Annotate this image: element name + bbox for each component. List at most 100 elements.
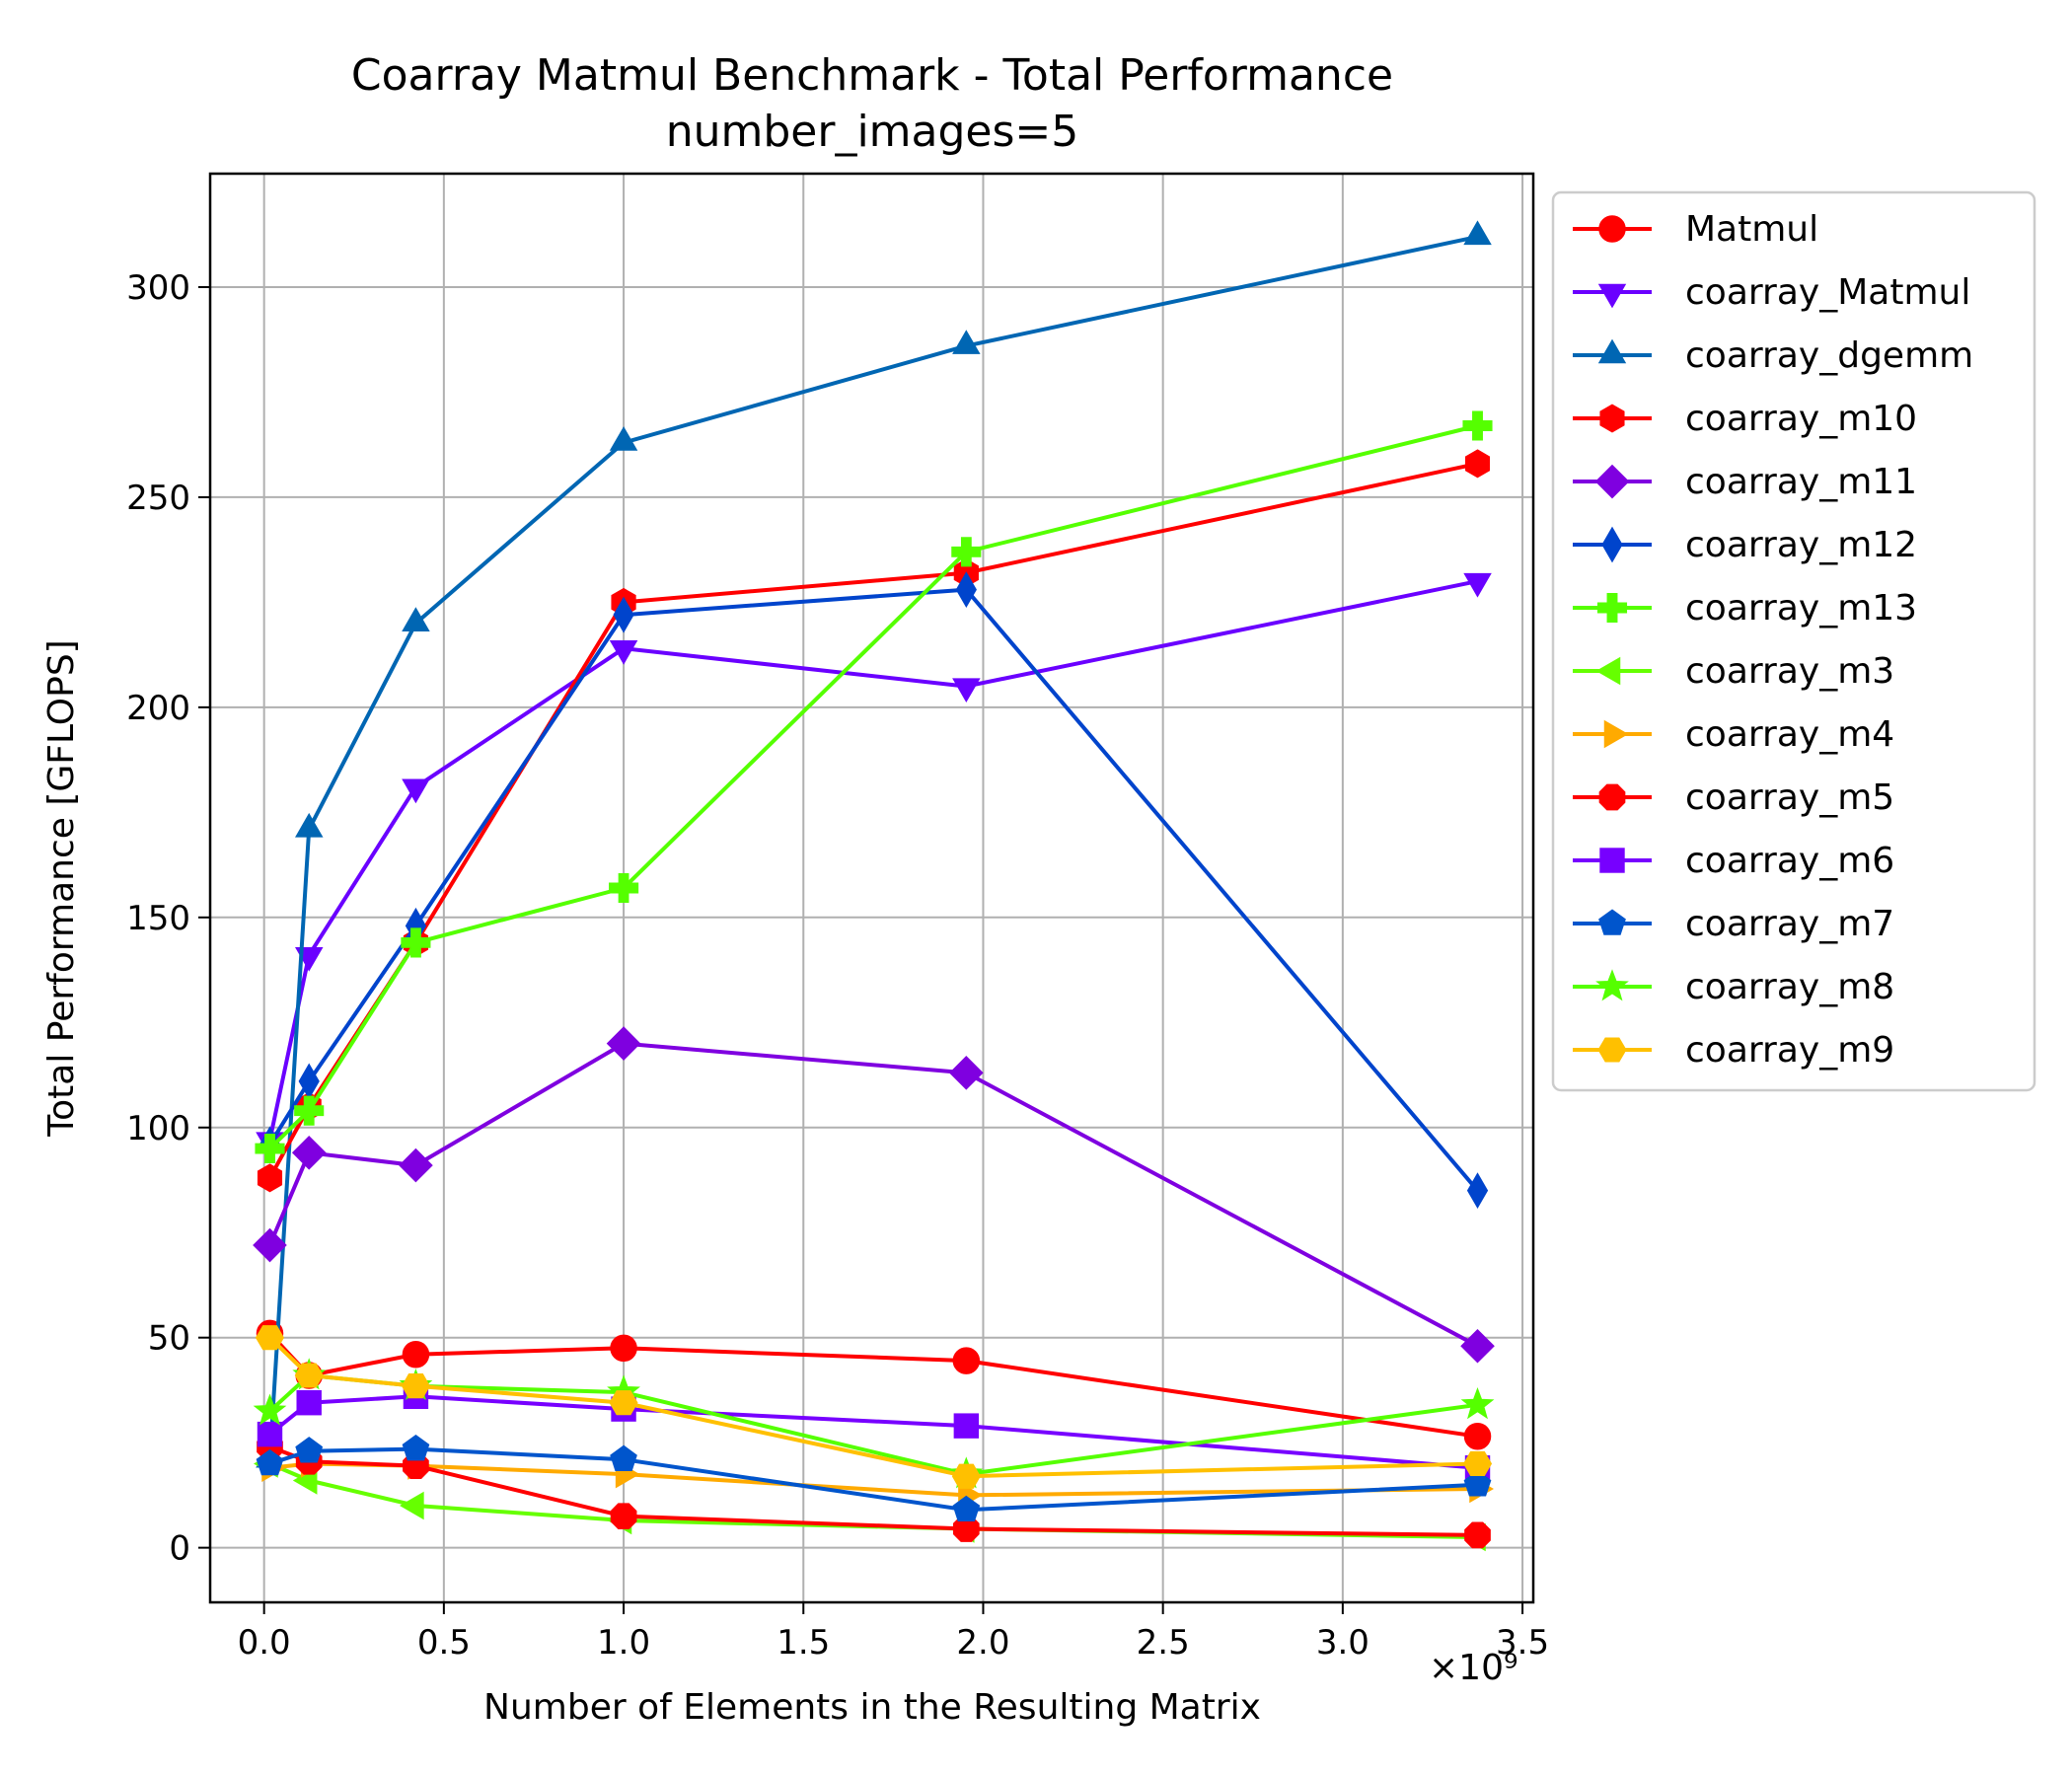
- legend-entry-coarray_m13: coarray_m13: [1573, 588, 1917, 629]
- legend-marker: [1599, 848, 1625, 873]
- legend-frame: [1551, 190, 2036, 1092]
- chart-subtitle: number_images=5: [666, 107, 1079, 157]
- legend-marker: [1601, 526, 1623, 563]
- x-tick-label: 0.5: [417, 1623, 471, 1663]
- data-point-coarray_m7: [295, 1437, 324, 1463]
- y-tick-label: 0: [169, 1529, 190, 1569]
- legend-entry-coarray_m7: coarray_m7: [1573, 904, 1894, 944]
- legend-marker: [1598, 783, 1626, 811]
- legend-entry-coarray_m6: coarray_m6: [1573, 841, 1894, 881]
- series-line-coarray_dgemm: [267, 234, 1478, 1460]
- x-tick-label: 2.0: [956, 1623, 1009, 1663]
- legend-label: coarray_m10: [1685, 399, 1917, 439]
- legend-entry-coarray_m10: coarray_m10: [1573, 399, 1917, 439]
- legend-label: coarray_m9: [1685, 1030, 1894, 1071]
- legend-entry-coarray_m3: coarray_m3: [1573, 651, 1894, 692]
- chart-title: Coarray Matmul Benchmark - Total Perform…: [351, 50, 1393, 101]
- data-point-coarray_m6: [257, 1421, 283, 1447]
- x-tick-label: 1.0: [597, 1623, 650, 1663]
- legend-label: coarray_m13: [1685, 588, 1917, 629]
- data-point-coarray_m9: [1463, 1450, 1493, 1477]
- x-tick-label: 3.0: [1316, 1623, 1369, 1663]
- series-coarray_m9: [255, 1325, 1493, 1489]
- series-coarray_m7: [256, 1434, 1492, 1522]
- legend-label: coarray_m8: [1685, 967, 1894, 1007]
- y-axis-label: Total Performance [GFLOPS]: [41, 639, 82, 1137]
- legend-entry-coarray_m12: coarray_m12: [1573, 525, 1917, 565]
- data-point-coarray_dgemm: [295, 812, 324, 838]
- data-point-coarray_m7: [952, 1495, 981, 1522]
- x-axis-label: Number of Elements in the Resulting Matr…: [483, 1687, 1261, 1728]
- legend-marker: [1598, 215, 1626, 243]
- series-lines: [253, 220, 1495, 1552]
- y-tick-label: 250: [126, 479, 190, 518]
- legend-label: coarray_m5: [1685, 777, 1894, 818]
- x-tick-label: 0.0: [238, 1623, 291, 1663]
- data-point-coarray_m11: [949, 1056, 984, 1090]
- data-point-coarray_m7: [402, 1434, 430, 1461]
- data-point-coarray_dgemm: [1463, 220, 1492, 246]
- series-coarray_dgemm: [256, 220, 1492, 1468]
- legend-marker: [1599, 404, 1625, 433]
- data-point-coarray_m13: [294, 1095, 325, 1126]
- data-point-Matmul: [952, 1347, 981, 1374]
- data-point-Matmul: [610, 1334, 637, 1363]
- y-tick-label: 50: [148, 1319, 190, 1359]
- x-axis-scale-label: ×10⁹: [1429, 1648, 1517, 1688]
- data-point-coarray_m9: [255, 1325, 284, 1351]
- legend-entry-coarray_dgemm: coarray_dgemm: [1573, 335, 1973, 376]
- x-tick-label: 3.5: [1496, 1623, 1549, 1663]
- data-point-coarray_Matmul: [952, 678, 981, 703]
- y-tick-label: 300: [126, 268, 190, 308]
- legend-label: coarray_dgemm: [1685, 335, 1973, 376]
- data-point-coarray_m11: [1460, 1328, 1495, 1364]
- series-line-coarray_m13: [268, 423, 1478, 1150]
- data-point-coarray_m13: [255, 1133, 285, 1164]
- data-point-coarray_m11: [291, 1136, 327, 1170]
- grid: [210, 174, 1533, 1602]
- data-point-coarray_m12: [955, 571, 977, 609]
- data-point-coarray_m9: [294, 1363, 324, 1388]
- data-point-Matmul: [402, 1340, 430, 1369]
- legend-label: coarray_m11: [1685, 462, 1917, 502]
- data-point-coarray_m9: [401, 1373, 430, 1399]
- data-point-coarray_m3: [400, 1491, 424, 1520]
- data-point-coarray_m8: [1460, 1387, 1495, 1420]
- data-point-coarray_dgemm: [952, 330, 981, 354]
- legend-label: coarray_Matmul: [1685, 272, 1970, 313]
- series-line-coarray_Matmul: [267, 579, 1478, 1141]
- data-point-coarray_Matmul: [609, 640, 638, 665]
- legend-marker: [1597, 1037, 1627, 1063]
- legend-label: Matmul: [1685, 209, 1818, 250]
- y-tick-label: 100: [126, 1109, 190, 1148]
- plot-area-frame: [208, 172, 1535, 1604]
- data-point-coarray_m10: [1464, 449, 1491, 479]
- data-point-coarray_m12: [1466, 1172, 1489, 1210]
- y-tick-label: 200: [126, 689, 190, 728]
- legend-marker: [1595, 656, 1621, 686]
- data-point-Matmul: [1463, 1423, 1492, 1450]
- data-point-coarray_dgemm: [609, 426, 638, 451]
- data-point-coarray_m11: [253, 1227, 287, 1263]
- data-point-coarray_m5: [952, 1516, 980, 1542]
- data-point-coarray_m5: [1464, 1521, 1491, 1549]
- data-point-coarray_m7: [256, 1448, 284, 1476]
- series-coarray_m13: [255, 410, 1493, 1164]
- legend-entry-coarray_Matmul: coarray_Matmul: [1573, 272, 1970, 313]
- data-point-coarray_m8: [253, 1393, 287, 1426]
- data-point-coarray_m5: [610, 1503, 637, 1530]
- data-point-coarray_m13: [609, 872, 639, 904]
- data-point-coarray_m12: [613, 596, 634, 633]
- legend-label: coarray_m12: [1685, 525, 1917, 565]
- data-point-coarray_m13: [1462, 410, 1493, 441]
- legend-entry-coarray_m11: coarray_m11: [1573, 462, 1917, 502]
- legend-marker: [1595, 969, 1629, 1001]
- data-point-coarray_m7: [610, 1444, 637, 1471]
- legend-entry-Matmul: Matmul: [1573, 209, 1818, 250]
- series-line-coarray_m12: [267, 587, 1480, 1192]
- data-point-coarray_dgemm: [402, 607, 430, 631]
- data-point-coarray_m6: [953, 1413, 980, 1439]
- data-point-coarray_m7: [1463, 1470, 1492, 1497]
- legend-marker: [1603, 719, 1629, 749]
